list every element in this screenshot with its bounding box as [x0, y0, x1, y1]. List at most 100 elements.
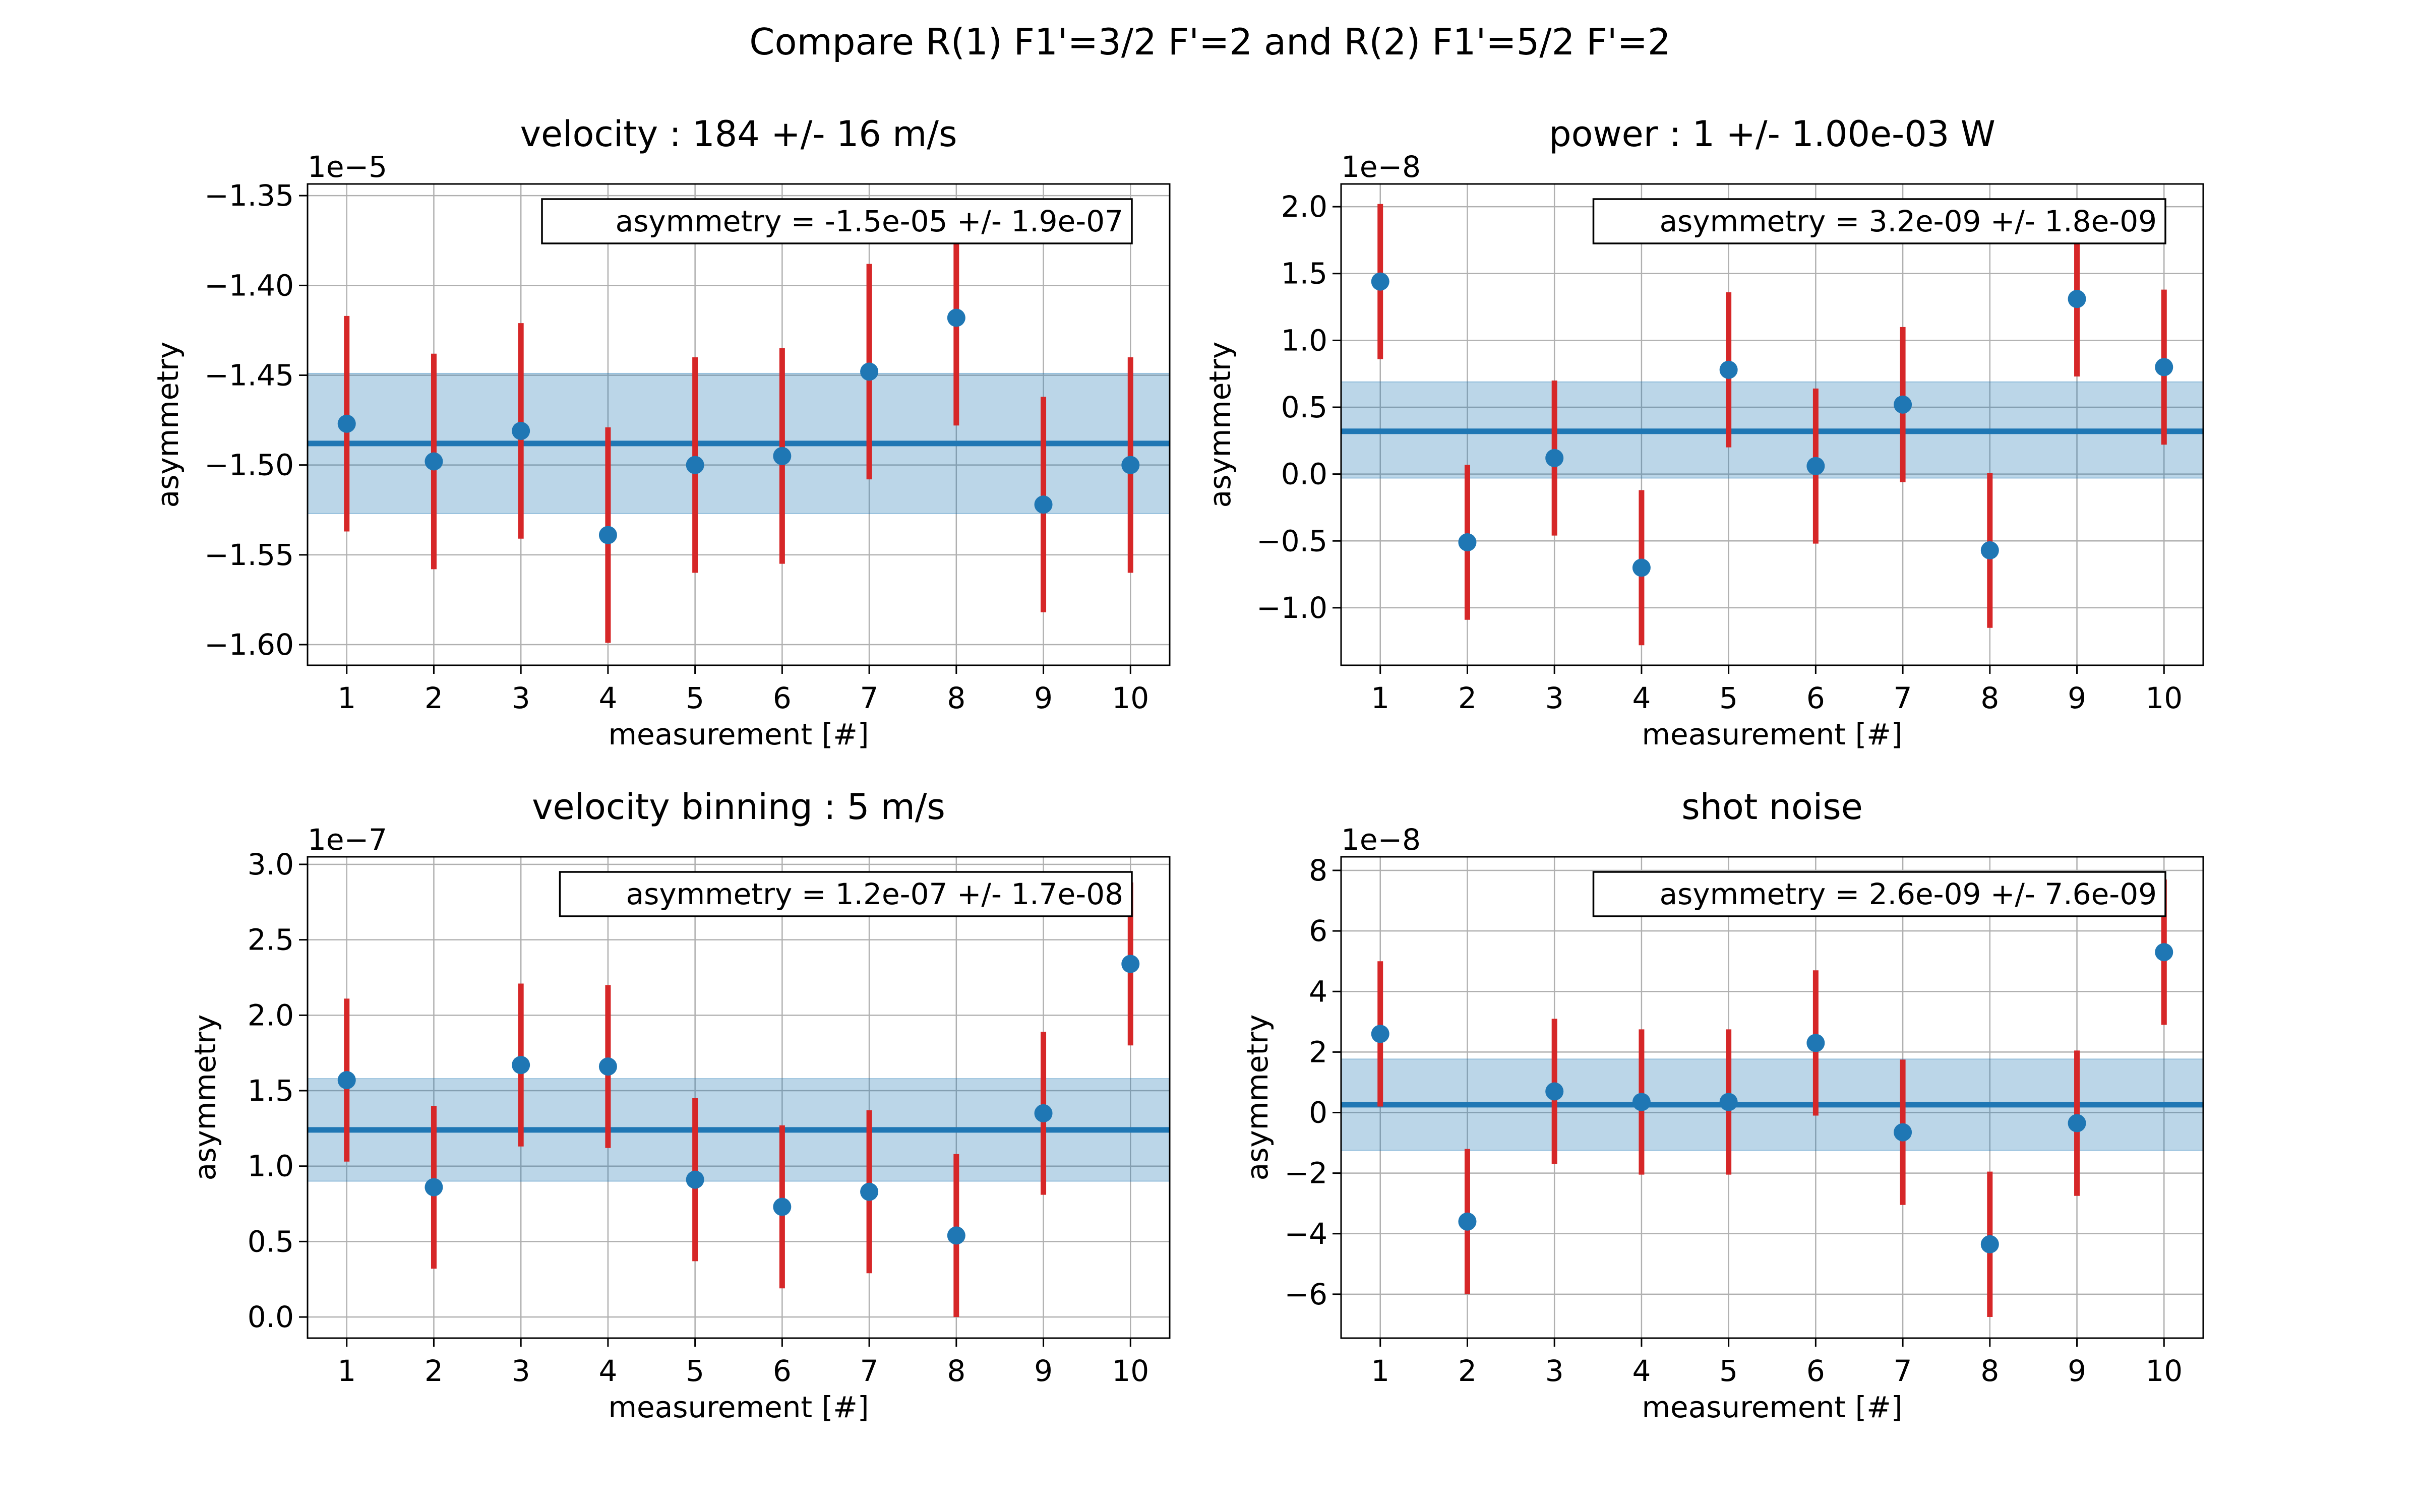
data-point [2155, 943, 2173, 962]
plot-background [308, 184, 1170, 665]
data-point [598, 526, 617, 544]
data-point [2068, 1114, 2086, 1132]
subplot-1: 1 2 3 4 5 6 7 8 9 10 −1.60 −1.55 −1.50 −1.45 −1.40 −1.3… [151, 113, 1171, 751]
x-tick-label: 4 [598, 681, 617, 715]
data-point [686, 456, 704, 474]
y-axis: 0.0 0.5 1.0 1.5 2.0 2.5 3.0 [248, 847, 308, 1334]
y-tick-label: −4 [1285, 1217, 1328, 1251]
y-tick-label: −1.60 [204, 627, 294, 662]
x-tick-label: 10 [2145, 681, 2183, 715]
x-tick-label: 6 [1806, 1354, 1825, 1388]
x-tick-label: 2 [1458, 681, 1477, 715]
axis-offset-label: 1e−7 [308, 823, 387, 857]
x-tick-label: 8 [947, 1354, 965, 1388]
annotation-text: asymmetry = 1.2e-07 +/- 1.7e-08 [626, 877, 1123, 911]
x-tick-label: 7 [860, 681, 879, 715]
x-tick-label: 9 [2068, 1354, 2086, 1388]
x-tick-label: 5 [1719, 681, 1738, 715]
data-point [425, 452, 443, 471]
x-tick-label: 1 [337, 1354, 356, 1388]
axes-frame [1340, 856, 2204, 1339]
x-tick-label: 6 [1806, 681, 1825, 715]
subplot-3: 1 2 3 4 5 6 7 8 9 10 0.0 0.5 1.0 1.5 2.0 2.5 3.0 1e−7 velo… [188, 786, 1171, 1424]
x-tick-label: 1 [1371, 1354, 1389, 1388]
subplot-title: shot noise [1681, 786, 1863, 828]
annotation-frame [1592, 871, 2166, 917]
x-tick-label: 8 [947, 681, 965, 715]
figure-suptitle: Compare R(1) F1'=3/2 F'=2 and R(2) F1'=5… [749, 21, 1670, 63]
data-point [1371, 272, 1389, 291]
x-tick-label: 3 [1545, 681, 1564, 715]
data-point [512, 1056, 530, 1075]
y-tick-label: 0.0 [1281, 457, 1327, 491]
x-tick-label: 5 [686, 1354, 704, 1388]
x-tick-label: 6 [773, 681, 792, 715]
x-tick-label: 2 [425, 1354, 443, 1388]
data-point [598, 1057, 617, 1076]
data-point [337, 414, 356, 433]
data-point [337, 1071, 356, 1090]
y-tick-label: 2.0 [1281, 190, 1327, 224]
y-axis-label: asymmetry [1203, 342, 1237, 508]
data-point [1894, 1123, 1912, 1142]
x-tick-label: 1 [1371, 681, 1389, 715]
annotation-text: asymmetry = 3.2e-09 +/- 1.8e-09 [1660, 204, 2157, 238]
y-tick-label: −0.5 [1256, 524, 1327, 558]
plot-background [308, 857, 1170, 1338]
x-tick-label: 4 [1632, 681, 1651, 715]
data-point [1806, 457, 1825, 475]
data-point [1121, 456, 1140, 474]
y-tick-label: −6 [1285, 1277, 1328, 1311]
y-axis-label: asymmetry [1240, 1015, 1275, 1181]
subplot-title: power : 1 +/- 1.00e-03 W [1549, 113, 1995, 155]
x-tick-label: 3 [1545, 1354, 1564, 1388]
y-tick-label: −1.55 [204, 538, 294, 572]
x-tick-label: 5 [1719, 1354, 1738, 1388]
y-tick-label: −1.35 [204, 178, 294, 213]
y-axis: −1.60 −1.55 −1.50 −1.45 −1.40 −1.35 [204, 178, 308, 662]
y-axis: −6 −4 −2 0 2 4 6 8 [1285, 853, 1341, 1311]
x-tick-label: 2 [425, 681, 443, 715]
annotation-box: asymmetry = 2.6e-09 +/- 7.6e-09 [1592, 871, 2166, 917]
x-axis: 1 2 3 4 5 6 7 8 9 10 [337, 665, 1149, 715]
y-tick-label: 2.0 [248, 998, 294, 1032]
axis-offset-label: 1e−5 [308, 150, 387, 184]
y-tick-label: 2.5 [248, 923, 294, 957]
x-axis: 1 2 3 4 5 6 7 8 9 10 [1371, 1338, 2183, 1388]
data-point [773, 1198, 792, 1216]
data-point [1034, 495, 1053, 514]
data-point [1632, 1093, 1651, 1111]
data-point [947, 308, 965, 327]
plot-area [308, 882, 1170, 1317]
x-tick-label: 4 [598, 1354, 617, 1388]
data-point [2155, 358, 2173, 376]
data-point [860, 362, 879, 381]
data-point [686, 1170, 704, 1189]
axes-frame [1340, 183, 2204, 666]
axes-frame [307, 856, 1171, 1339]
data-point [1894, 395, 1912, 414]
data-point [1980, 541, 1999, 559]
data-point [1458, 1212, 1477, 1231]
x-tick-label: 9 [1034, 1354, 1053, 1388]
axis-offset-label: 1e−8 [1341, 823, 1421, 857]
data-point [425, 1178, 443, 1196]
x-tick-label: 10 [1112, 681, 1149, 715]
y-tick-label: 4 [1309, 974, 1327, 1009]
x-tick-label: 9 [2068, 681, 2086, 715]
x-axis: 1 2 3 4 5 6 7 8 9 10 [337, 1338, 1149, 1388]
y-tick-label: 0 [1309, 1096, 1327, 1130]
data-point [512, 421, 530, 440]
data-point [1545, 1082, 1564, 1101]
y-tick-label: 0.5 [1281, 390, 1327, 424]
grid-lines [1341, 857, 2203, 1338]
y-tick-label: 1.0 [1281, 323, 1327, 357]
annotation-frame [559, 871, 1133, 917]
data-point [1371, 1025, 1389, 1043]
data-point [1806, 1034, 1825, 1052]
y-tick-label: 8 [1309, 853, 1327, 888]
x-axis-label: measurement [#] [1642, 717, 1903, 751]
y-tick-label: 0.0 [248, 1300, 294, 1334]
annotation-text: asymmetry = -1.5e-05 +/- 1.9e-07 [616, 204, 1123, 238]
plot-background [1341, 184, 2203, 665]
